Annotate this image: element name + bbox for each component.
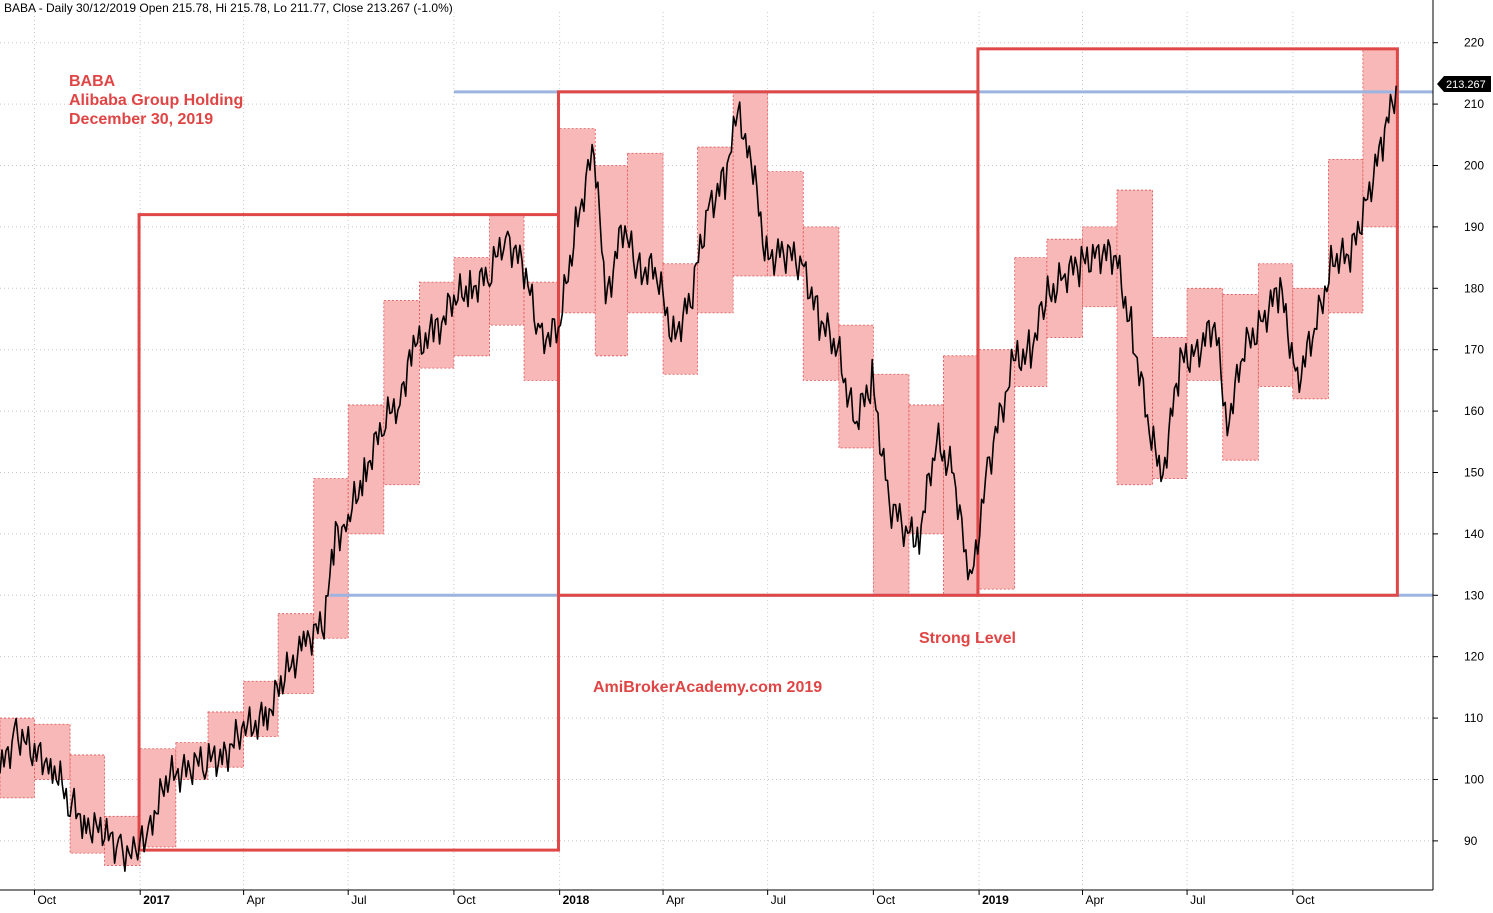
x-tick-label: Apr — [247, 893, 266, 907]
last-close-label: 213.267 — [1446, 79, 1486, 91]
year-box-layer — [137, 47, 1399, 852]
monthly-range-box — [697, 146, 734, 314]
y-tick-label: 130 — [1464, 588, 1484, 602]
watermark-label: AmiBrokerAcademy.com 2019 — [593, 679, 823, 696]
last-close-tag — [1437, 76, 1491, 93]
monthly-range-box — [139, 748, 177, 848]
price-line — [0, 85, 1397, 872]
x-tick-label: Jul — [351, 893, 366, 907]
monthly-range-box — [838, 324, 874, 449]
monthly-range-layer — [0, 48, 1399, 866]
x-tick-label: Apr — [1086, 893, 1105, 907]
y-tick-label: 150 — [1464, 465, 1484, 479]
y-tick-label: 160 — [1464, 404, 1484, 418]
monthly-range-box — [523, 281, 561, 381]
y-tick-label: 200 — [1464, 158, 1484, 172]
monthly-range-box — [1116, 189, 1154, 486]
y-tick-label: 90 — [1464, 834, 1478, 848]
x-tick-label: Oct — [37, 893, 56, 907]
monthly-range-box — [453, 257, 490, 357]
monthly-range-box — [1186, 287, 1224, 381]
y-tick-label: 100 — [1464, 772, 1484, 786]
monthly-range-box — [802, 226, 840, 381]
monthly-range-box — [978, 349, 1016, 590]
y-tick-label: 110 — [1464, 711, 1483, 725]
ticker-label: BABA — [69, 73, 116, 90]
x-tick-label: Jul — [771, 893, 786, 907]
y-tick-label: 170 — [1464, 343, 1484, 357]
x-tick-label: Jul — [1190, 893, 1205, 907]
monthly-range-box — [1328, 158, 1364, 314]
monthly-range-box — [1222, 294, 1259, 461]
x-tick-label: 2017 — [143, 893, 170, 907]
monthly-range-box — [594, 165, 628, 357]
x-tick-label: Oct — [457, 893, 476, 907]
title-annotation: BABA Alibaba Group Holding December 30, … — [69, 72, 243, 129]
y-tick-label: 220 — [1464, 36, 1484, 50]
y-tick-label: 120 — [1464, 650, 1484, 664]
year-box — [976, 47, 1399, 597]
monthly-range-box — [1152, 337, 1188, 480]
x-tick-label: 2019 — [982, 893, 1009, 907]
y-tick-label: 190 — [1464, 220, 1484, 234]
y-tick-label: 140 — [1464, 527, 1484, 541]
x-tick-label: Oct — [1296, 893, 1315, 907]
price-series-layer — [0, 85, 1397, 872]
date-label: December 30, 2019 — [69, 111, 214, 128]
x-tick-label: Apr — [666, 893, 685, 907]
strong-level-label: Strong Level — [919, 630, 1016, 647]
chart-header: BABA - Daily 30/12/2019 Open 215.78, Hi … — [4, 1, 453, 15]
company-label: Alibaba Group Holding — [69, 92, 244, 109]
y-tick-label: 210 — [1464, 97, 1484, 111]
monthly-range-box — [277, 613, 315, 694]
x-tick-label: 2018 — [563, 893, 590, 907]
x-tick-label: Oct — [876, 893, 895, 907]
monthly-range-box — [489, 214, 525, 326]
y-tick-label: 180 — [1464, 281, 1484, 295]
monthly-range-box — [943, 355, 980, 596]
monthly-range-box — [872, 373, 910, 596]
